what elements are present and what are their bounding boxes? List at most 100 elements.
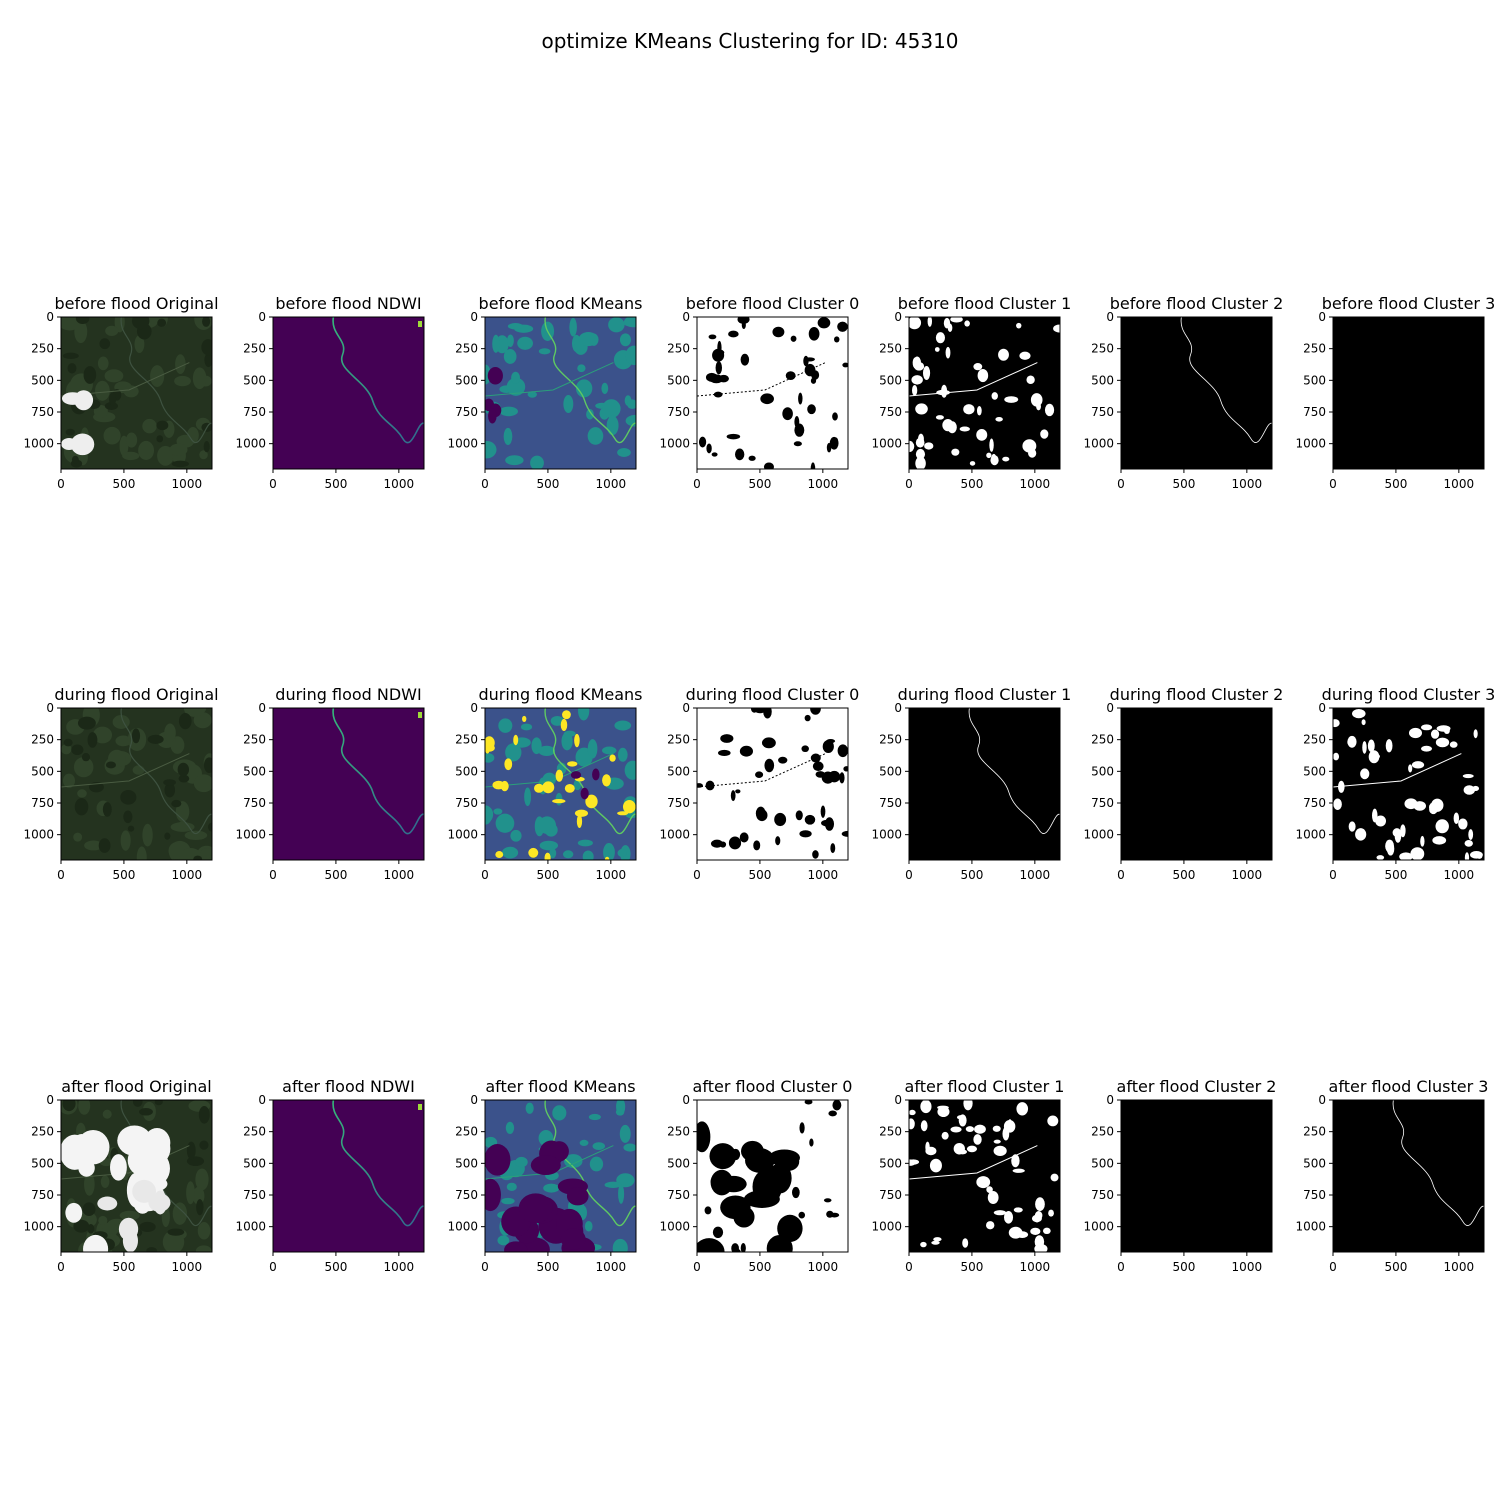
x-tick-label: 500 — [112, 868, 135, 882]
y-tick-label: 0 — [470, 310, 478, 324]
x-tick-label: 1000 — [808, 477, 839, 491]
subplot-title: after flood Cluster 3 — [1329, 1077, 1489, 1096]
subplot-image — [273, 317, 424, 469]
x-tick-label: 0 — [905, 1260, 913, 1274]
x-tick-label: 500 — [1172, 477, 1195, 491]
y-tick-label: 500 — [455, 373, 478, 387]
y-tick-label: 1000 — [1083, 1220, 1114, 1234]
x-tick-label: 500 — [1172, 868, 1195, 882]
x-tick-label: 500 — [748, 868, 771, 882]
axes-frame — [484, 707, 637, 861]
y-tick-label: 750 — [667, 1188, 690, 1202]
x-tick-label: 500 — [1384, 868, 1407, 882]
y-tick-label: 750 — [1303, 796, 1326, 810]
subplot-image — [273, 708, 424, 860]
x-tick-label: 0 — [57, 868, 65, 882]
y-tick-label: 0 — [1106, 310, 1114, 324]
y-tick-label: 250 — [31, 1125, 54, 1139]
x-tick-label: 1000 — [1020, 1260, 1051, 1274]
x-tick-label: 1000 — [172, 1260, 203, 1274]
y-tick-label: 750 — [667, 796, 690, 810]
x-tick-label: 500 — [1384, 477, 1407, 491]
y-tick-label: 750 — [879, 796, 902, 810]
y-tick-label: 750 — [455, 1188, 478, 1202]
subplot-image — [61, 317, 212, 469]
x-tick-label: 0 — [1117, 1260, 1125, 1274]
subplot-image — [61, 708, 212, 860]
axes-frame — [1120, 707, 1273, 861]
subplot-title: after flood Cluster 0 — [693, 1077, 853, 1096]
y-tick-label: 0 — [1318, 701, 1326, 715]
subplot-panel: during flood NDWI 0 250 500 750 1000 0 500 1000 — [235, 685, 425, 882]
axes-frame — [272, 707, 425, 861]
y-tick-label: 250 — [1091, 342, 1114, 356]
y-tick-label: 500 — [667, 764, 690, 778]
y-tick-label: 750 — [31, 1188, 54, 1202]
axes-frame — [1332, 1099, 1485, 1253]
y-tick-label: 0 — [258, 1093, 266, 1107]
y-tick-label: 0 — [258, 701, 266, 715]
subplot-image — [485, 1100, 636, 1252]
y-tick-label: 0 — [894, 310, 902, 324]
x-tick-label: 0 — [1329, 477, 1337, 491]
y-tick-label: 250 — [455, 1125, 478, 1139]
y-tick-label: 500 — [667, 373, 690, 387]
x-tick-label: 500 — [960, 1260, 983, 1274]
subplot-image — [1333, 1100, 1484, 1252]
y-tick-label: 1000 — [871, 828, 902, 842]
y-tick-label: 250 — [667, 733, 690, 747]
y-tick-label: 0 — [470, 1093, 478, 1107]
y-tick-label: 0 — [682, 1093, 690, 1107]
y-tick-label: 500 — [879, 764, 902, 778]
y-tick-label: 1000 — [659, 1220, 690, 1234]
y-tick-label: 750 — [879, 1188, 902, 1202]
x-tick-label: 0 — [57, 1260, 65, 1274]
subplot-title: during flood Cluster 3 — [1322, 685, 1496, 704]
y-tick-label: 500 — [31, 373, 54, 387]
y-tick-label: 0 — [258, 310, 266, 324]
y-tick-label: 750 — [243, 796, 266, 810]
subplot-title: during flood Cluster 2 — [1110, 685, 1284, 704]
y-tick-label: 250 — [31, 342, 54, 356]
subplot-title: after flood Cluster 1 — [905, 1077, 1065, 1096]
panel-grid: before flood Original 0 250 500 750 1000 0 500 1… — [23, 294, 1495, 1274]
axes-frame — [1120, 316, 1273, 470]
axes-frame — [272, 1099, 425, 1253]
y-tick-label: 1000 — [1295, 1220, 1326, 1234]
x-tick-label: 0 — [481, 477, 489, 491]
x-tick-label: 1000 — [596, 868, 627, 882]
y-tick-label: 0 — [682, 310, 690, 324]
y-tick-label: 1000 — [1295, 828, 1326, 842]
x-tick-label: 1000 — [808, 1260, 839, 1274]
subplot-panel: after flood Original 0 250 500 750 1000 0 500 10… — [23, 1077, 213, 1274]
x-tick-label: 0 — [481, 868, 489, 882]
y-tick-label: 250 — [1091, 1125, 1114, 1139]
x-tick-label: 0 — [693, 1260, 701, 1274]
x-tick-label: 0 — [1117, 868, 1125, 882]
axes-frame — [696, 707, 849, 861]
subplot-image — [697, 1100, 848, 1252]
axes-frame — [696, 1099, 849, 1253]
y-tick-label: 750 — [667, 405, 690, 419]
y-tick-label: 1000 — [871, 1220, 902, 1234]
subplot-title: during flood Cluster 1 — [898, 685, 1072, 704]
y-tick-label: 250 — [879, 342, 902, 356]
x-tick-label: 1000 — [1444, 477, 1475, 491]
y-tick-label: 250 — [879, 733, 902, 747]
x-tick-label: 1000 — [1232, 1260, 1263, 1274]
y-tick-label: 0 — [1106, 701, 1114, 715]
x-tick-label: 500 — [1172, 1260, 1195, 1274]
subplot-image — [485, 317, 636, 469]
y-tick-label: 500 — [243, 373, 266, 387]
y-tick-label: 500 — [1303, 764, 1326, 778]
